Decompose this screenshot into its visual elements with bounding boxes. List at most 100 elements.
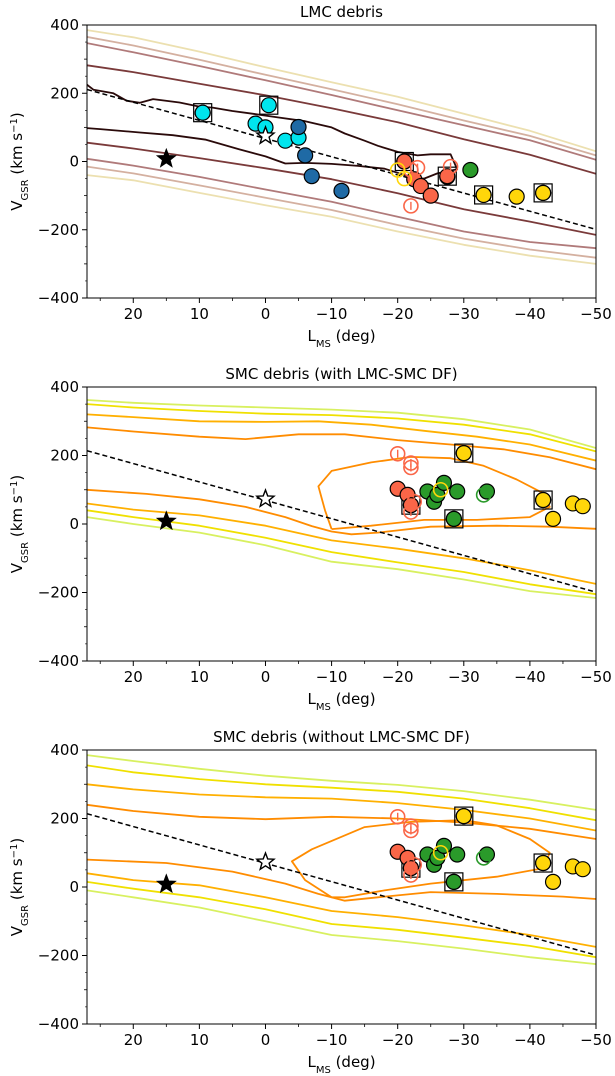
- star-filled: [155, 873, 177, 894]
- x-tick-label: −30: [448, 305, 480, 323]
- x-tick-label: 10: [190, 668, 209, 686]
- contour-line: [87, 399, 596, 449]
- x-tick-label: 20: [124, 1031, 143, 1049]
- contour-line: [87, 83, 459, 180]
- x-tick-label: −50: [580, 1031, 612, 1049]
- data-point: [290, 118, 307, 136]
- contour-line: [87, 426, 596, 471]
- plot-area: [87, 754, 596, 965]
- y-axis-label: VGSR (km s−1): [8, 112, 31, 210]
- x-tick-label: −30: [448, 1031, 480, 1049]
- contour-line: [87, 165, 596, 259]
- data-point: [574, 861, 591, 878]
- y-tick-label: 0: [69, 153, 79, 171]
- highlight-box: [454, 806, 474, 826]
- open-marker: [403, 504, 419, 520]
- y-tick-label: 200: [50, 447, 79, 465]
- open-marker: [403, 198, 419, 214]
- x-tick-label: −50: [580, 668, 612, 686]
- x-axis-label: LMS (deg): [307, 1053, 375, 1076]
- data-point: [478, 483, 496, 500]
- x-tick-label: −30: [448, 668, 480, 686]
- open-marker: [389, 808, 406, 825]
- data-point: [544, 873, 562, 890]
- highlight-box: [474, 185, 494, 205]
- x-tick-label: 10: [190, 1031, 209, 1049]
- open-marker: [475, 487, 492, 503]
- open-marker: [475, 850, 492, 866]
- chart-panel-3: SMC debris (without LMC-SMC DF) 20 10 0 −10 −…: [8, 728, 612, 1076]
- data-point-boxed: [535, 491, 552, 509]
- highlight-box: [437, 166, 457, 186]
- data-point: [422, 187, 439, 204]
- open-marker: [403, 822, 419, 839]
- chart-title: SMC debris (with LMC-SMC DF): [225, 365, 457, 383]
- highlight-box: [193, 103, 213, 123]
- highlight-box: [259, 95, 279, 115]
- contour-line: [87, 858, 596, 902]
- contour-line: [87, 488, 596, 536]
- chart-panel-1: LMC debris 20 10 0 −10 −20 −30 −40 −50 −400 −200 0 2…: [8, 3, 612, 350]
- x-tick-label: −40: [514, 1031, 546, 1049]
- x-tick-label: 0: [261, 668, 271, 686]
- data-point: [449, 846, 466, 863]
- star-open: [255, 488, 276, 508]
- open-marker: [403, 459, 419, 476]
- open-marker: [403, 867, 419, 883]
- data-point: [574, 498, 591, 515]
- contour-line: [87, 754, 596, 811]
- data-point: [508, 188, 525, 205]
- x-tick-label: 10: [190, 305, 209, 323]
- data-point: [412, 177, 429, 195]
- open-marker: [406, 856, 423, 873]
- x-tick-label: −20: [382, 1031, 414, 1049]
- y-tick-label: 200: [50, 810, 79, 828]
- y-tick-label: 200: [50, 84, 79, 102]
- data-point-boxed: [455, 445, 472, 462]
- contour-line: [87, 42, 596, 161]
- open-marker: [432, 481, 449, 498]
- data-point-boxed: [260, 97, 277, 114]
- highlight-box: [444, 509, 464, 529]
- contour-line: [87, 509, 596, 596]
- contour-line: [87, 889, 596, 965]
- contour-line: [87, 764, 596, 822]
- highlight-box: [444, 872, 464, 892]
- x-tick-label: −10: [316, 1031, 348, 1049]
- chart-title: SMC debris (without LMC-SMC DF): [213, 728, 470, 746]
- data-point: [297, 147, 314, 164]
- x-tick-label: −40: [514, 305, 546, 323]
- data-point: [478, 846, 496, 863]
- y-tick-label: −200: [38, 221, 79, 239]
- data-point: [462, 161, 479, 179]
- contour-line: [87, 872, 596, 948]
- data-point: [277, 132, 294, 149]
- chart-panel-2: SMC debris (with LMC-SMC DF) 20 10 0 −10 −20 −…: [8, 365, 612, 713]
- highlight-box: [454, 443, 474, 463]
- star-filled: [155, 147, 177, 168]
- contour-line: [87, 881, 596, 959]
- y-tick-label: −200: [38, 947, 79, 965]
- y-tick-label: 400: [50, 378, 79, 396]
- x-axis-label: LMS (deg): [307, 690, 375, 713]
- data-point: [303, 168, 320, 185]
- y-tick-label: 400: [50, 16, 79, 34]
- open-marker: [409, 159, 426, 176]
- data-point-boxed: [455, 808, 472, 825]
- contour-line: [87, 803, 596, 840]
- open-marker: [442, 158, 459, 175]
- plot-area: [87, 399, 596, 599]
- y-tick-label: 0: [69, 515, 79, 533]
- data-point-boxed: [194, 104, 211, 121]
- chart-title: LMC debris: [300, 3, 383, 21]
- data-point-boxed: [445, 873, 462, 890]
- y-tick-label: −400: [38, 1015, 79, 1033]
- contour-line: [87, 157, 596, 250]
- data-point: [449, 483, 466, 500]
- x-tick-label: −20: [382, 305, 414, 323]
- x-tick-label: −40: [514, 668, 546, 686]
- data-point-boxed: [475, 186, 492, 204]
- highlight-box: [533, 853, 553, 873]
- star-open: [255, 124, 276, 145]
